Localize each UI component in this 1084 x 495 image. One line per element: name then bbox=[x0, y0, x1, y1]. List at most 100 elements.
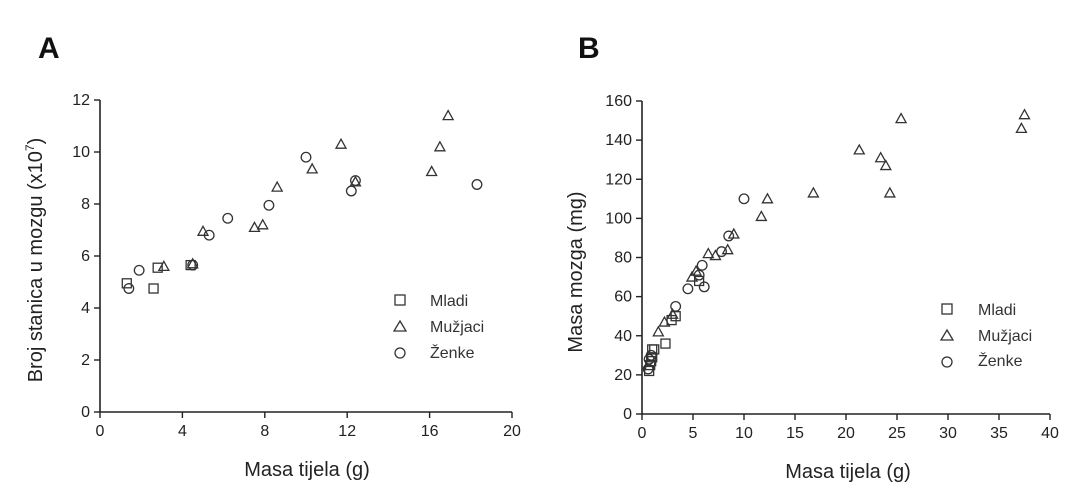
panel-b-legend-triangle-marker bbox=[939, 328, 955, 341]
panel-b-point-triangle bbox=[1015, 122, 1028, 134]
panel-a-y-tick-label: 2 bbox=[81, 352, 90, 369]
panel-a-x-axis: 0 4 8 12 16 20 bbox=[96, 411, 521, 440]
panel-b-x-axis: 0 5 10 15 20 25 30 35 40 bbox=[638, 413, 1059, 442]
panel-b-x-tick-label: 25 bbox=[888, 425, 906, 442]
panel-b-x-axis-title: Masa tijela (g) bbox=[785, 461, 911, 483]
panel-b-x-tick-label: 40 bbox=[1041, 425, 1059, 442]
panel-b-legend-square-marker bbox=[941, 303, 953, 315]
panel-b-point-triangle bbox=[761, 192, 774, 204]
panel-b-y-axis-title: Masa mozga (mg) bbox=[565, 191, 587, 352]
panel-b-x-tick-label: 20 bbox=[837, 425, 855, 442]
panel-a-point-triangle bbox=[256, 218, 269, 230]
panel-a-x-tick-label: 16 bbox=[421, 423, 439, 440]
panel-b-point-triangle bbox=[666, 307, 679, 319]
panel-a-point-triangle bbox=[433, 140, 447, 152]
panel-a-point-circle bbox=[471, 179, 483, 190]
panel-a-y-axis-title: Broj stanica u mozgu (x107) bbox=[23, 138, 47, 383]
panel-a-point-circle bbox=[187, 259, 199, 271]
panel-b-point-circle bbox=[696, 259, 708, 271]
panel-a-point-triangle bbox=[334, 137, 348, 149]
panel-b-point-circle bbox=[716, 246, 728, 258]
panel-b-x-tick-label: 0 bbox=[638, 425, 647, 442]
panel-a-y-axis: 0 2 4 6 8 10 12 bbox=[72, 92, 101, 421]
panel-b-legend-label-mladi: Mladi bbox=[978, 302, 1016, 319]
panel-b: B 0 5 10 15 20 25 30 35 40 0 20 40 60 80 100 120 140 160… bbox=[565, 32, 1059, 483]
panel-a-x-tick-label: 8 bbox=[260, 423, 269, 440]
panel-b-legend-label-zenke: Ženke bbox=[978, 351, 1023, 370]
panel-b-y-tick-label: 120 bbox=[605, 171, 632, 188]
panel-a-y-axis-title-main: Broj stanica u mozgu (x10 bbox=[25, 151, 47, 382]
panel-b-point-circle bbox=[645, 349, 657, 361]
panel-b-point-circle bbox=[682, 283, 694, 295]
panel-b-point-triangle bbox=[883, 186, 896, 198]
panel-a-point-triangle bbox=[306, 162, 319, 174]
panel-b-y-tick-label: 100 bbox=[605, 210, 632, 227]
panel-a-legend-label-zenke: Ženke bbox=[430, 343, 475, 362]
panel-a-legend-circle-marker bbox=[394, 347, 406, 359]
panel-b-point-triangle bbox=[721, 243, 734, 255]
panel-a-point-triangle bbox=[442, 109, 455, 121]
panel-b-point-triangle bbox=[652, 325, 665, 337]
panel-b-y-tick-label: 160 bbox=[605, 93, 632, 110]
panel-b-legend: Mladi Mužjaci Ženke bbox=[939, 302, 1032, 370]
panel-a-y-tick-label: 10 bbox=[72, 144, 90, 161]
panel-a-point-square bbox=[152, 262, 163, 273]
panel-a-x-tick-label: 20 bbox=[503, 423, 521, 440]
panel-a-point-square bbox=[121, 278, 132, 289]
panel-a-point-circle bbox=[123, 283, 135, 294]
panel-b-y-axis: 0 20 40 60 80 100 120 140 160 bbox=[605, 93, 643, 423]
panel-b-legend-label-muzjaci: Mužjaci bbox=[978, 328, 1032, 345]
panel-label-a: A bbox=[38, 32, 60, 65]
panel-b-points bbox=[642, 108, 1031, 377]
panel-b-x-tick-label: 30 bbox=[939, 425, 957, 442]
panel-a-point-triangle bbox=[196, 224, 210, 236]
panel-b-point-circle bbox=[670, 300, 682, 312]
panel-a-point-square bbox=[148, 283, 159, 294]
panel-a-y-axis-title-sup: 7 bbox=[23, 144, 37, 151]
panel-b-point-triangle bbox=[1018, 108, 1031, 120]
panel-b-point-circle bbox=[698, 281, 710, 293]
panel-a-x-tick-label: 4 bbox=[178, 423, 187, 440]
panel-b-y-tick-label: 140 bbox=[605, 132, 632, 149]
panel-a-y-axis-title-end: ) bbox=[25, 138, 47, 145]
panel-b-y-tick-label: 80 bbox=[614, 250, 632, 267]
panel-a-point-triangle bbox=[271, 180, 284, 192]
panel-b-y-tick-label: 60 bbox=[614, 289, 632, 306]
panel-b-point-circle bbox=[723, 230, 735, 242]
panel-a-point-circle bbox=[133, 264, 145, 276]
panel-b-point-triangle bbox=[894, 112, 908, 124]
panel-b-point-triangle bbox=[874, 151, 887, 163]
panel-a-y-tick-label: 6 bbox=[81, 248, 90, 265]
panel-b-legend-circle-marker bbox=[941, 356, 953, 368]
panel-b-x-tick-label: 5 bbox=[689, 425, 698, 442]
panel-b-point-triangle bbox=[702, 247, 715, 259]
panel-a-y-tick-label: 0 bbox=[81, 404, 90, 421]
panel-a-x-tick-label: 12 bbox=[338, 423, 356, 440]
panel-a-point-circle bbox=[300, 151, 312, 163]
panel-a-y-tick-label: 8 bbox=[81, 196, 90, 213]
panel-a-point-triangle bbox=[425, 165, 438, 177]
panel-a-point-circle bbox=[349, 175, 361, 187]
panel-b-y-tick-label: 40 bbox=[614, 328, 632, 345]
panel-a: A 0 4 8 12 16 20 0 2 4 6 8 10 12 Masa tijela (g) Br… bbox=[23, 32, 521, 481]
panel-a-point-circle bbox=[345, 185, 357, 197]
panel-b-point-triangle bbox=[658, 315, 671, 327]
panel-a-legend-square-marker bbox=[394, 294, 406, 306]
panel-a-legend-label-muzjaci: Mužjaci bbox=[430, 319, 484, 336]
panel-a-point-circle bbox=[263, 199, 275, 211]
panel-a-x-tick-label: 0 bbox=[96, 423, 105, 440]
panel-a-point-triangle bbox=[248, 221, 261, 233]
panel-a-legend-label-mladi: Mladi bbox=[430, 293, 468, 310]
panel-a-legend: Mladi Mužjaci Ženke bbox=[392, 293, 484, 362]
panel-b-point-square bbox=[660, 338, 671, 349]
panel-b-point-triangle bbox=[727, 227, 740, 239]
panel-b-y-tick-label: 20 bbox=[614, 367, 632, 384]
panel-b-point-circle bbox=[693, 269, 705, 281]
panel-b-point-triangle bbox=[755, 210, 768, 222]
panel-a-y-tick-label: 4 bbox=[81, 300, 90, 317]
panel-a-x-axis-title: Masa tijela (g) bbox=[244, 459, 370, 481]
panel-b-x-tick-label: 35 bbox=[990, 425, 1008, 442]
panel-b-point-triangle bbox=[853, 143, 866, 155]
panel-a-point-triangle bbox=[186, 257, 199, 269]
